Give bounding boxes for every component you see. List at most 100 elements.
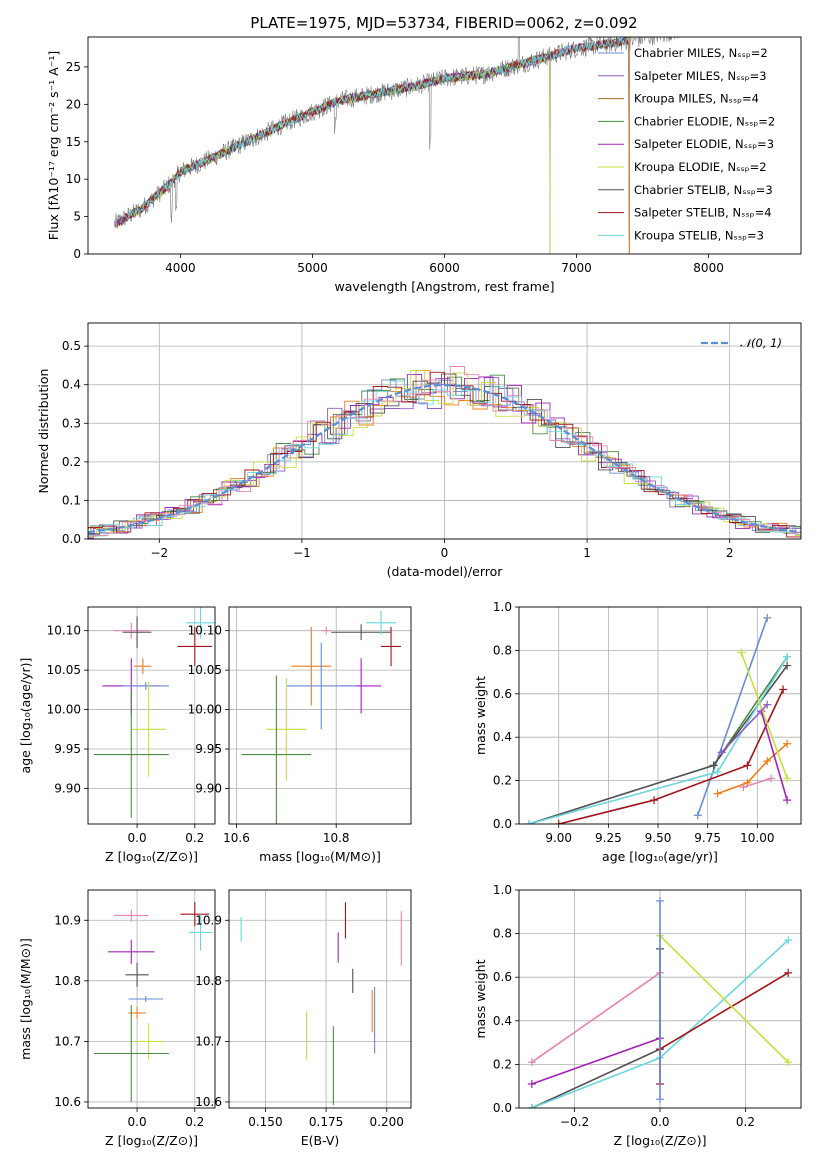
series-line xyxy=(531,1037,661,1085)
panel-8: −0.2 0.0 0.2 0.0 0.2 0.4 0.6 0.8 1.0 Z [log₁₀(Z/Z… xyxy=(473,883,802,1148)
series-marker xyxy=(784,1058,793,1067)
error-bar-point xyxy=(125,962,149,987)
x-tick-label: 0.200 xyxy=(370,1115,404,1129)
model-chabrier_elodie xyxy=(116,51,551,254)
weight-lines xyxy=(527,896,793,1108)
series-marker xyxy=(783,796,792,805)
weight-lines xyxy=(524,613,792,824)
series-marker xyxy=(779,685,788,694)
y-tick-label: 0.1 xyxy=(62,493,81,507)
y-tick-label: 10.00 xyxy=(188,703,222,717)
error-bar-point xyxy=(113,909,149,922)
series-marker xyxy=(527,1080,536,1089)
error-bar-point xyxy=(331,624,392,641)
x-axis-label: Z [log₁₀(Z/Z⊙)] xyxy=(105,849,198,864)
error-bar-point xyxy=(122,616,152,649)
y-tick-label: 0.2 xyxy=(493,774,512,788)
y-tick-label: 10.00 xyxy=(47,703,81,717)
x-tick-label: 10.6 xyxy=(223,831,250,845)
model-salpeter_miles xyxy=(114,37,630,254)
x-tick-label: 0.0 xyxy=(128,1115,147,1129)
model-kroupa_miles xyxy=(115,37,630,254)
axes-frame xyxy=(228,606,412,825)
y-axis-label: mass [log₁₀(M/M⊙)] xyxy=(18,938,33,1060)
axes-frame xyxy=(87,606,216,825)
panel-6: 0.0 0.2 10.6 10.7 10.8 10.9 Z [log₁₀(Z/Z⊙)] mas… xyxy=(18,889,216,1148)
series-line xyxy=(696,617,768,816)
x-tick-label: 0.2 xyxy=(736,1115,755,1129)
y-axis-label: mass weight xyxy=(473,676,488,755)
y-tick-label: 0.6 xyxy=(493,687,512,701)
y-tick-label: 0.4 xyxy=(493,730,512,744)
series-line xyxy=(531,948,661,1108)
spectrum-lines xyxy=(114,37,694,254)
y-tick-label: 0.4 xyxy=(62,378,81,392)
x-tick-label: 10.00 xyxy=(740,831,774,845)
y-tick-label: 9.95 xyxy=(195,742,222,756)
y-tick-label: 15 xyxy=(66,135,81,149)
error-bar-point xyxy=(128,995,164,1003)
y-tick-label: 0.2 xyxy=(493,1057,512,1071)
x-tick-label: 9.50 xyxy=(645,831,672,845)
y-tick-label: 10.6 xyxy=(195,1095,222,1109)
error-bar-point xyxy=(122,681,169,690)
x-tick-label: 0.150 xyxy=(248,1115,282,1129)
panel-5: 9.00 9.25 9.50 9.75 10.00 0.0 0.2 0.4 0.6 0.8 1.0 a… xyxy=(473,600,802,864)
series-marker xyxy=(656,896,664,905)
legend-entry: 𝒩(0, 1) xyxy=(740,336,782,350)
x-axis-label: (data-model)/error xyxy=(387,564,504,579)
y-tick-label: 0.6 xyxy=(493,970,512,984)
x-tick-label: 4000 xyxy=(165,261,196,275)
error-bar-point xyxy=(134,658,152,675)
error-bars xyxy=(93,902,213,1102)
error-bar-point xyxy=(131,681,166,777)
x-tick-label: −2 xyxy=(150,546,168,560)
series-marker xyxy=(739,783,748,792)
error-bar-point xyxy=(321,626,332,635)
x-axis-label: Z [log₁₀(Z/Z⊙)] xyxy=(614,1133,707,1148)
error-bar-point xyxy=(366,610,397,635)
legend-entry: Chabrier ELODIE, Nₛₛₚ=2 xyxy=(634,114,775,128)
series-marker xyxy=(709,761,718,770)
series-line xyxy=(721,704,768,753)
x-tick-label: 0.0 xyxy=(650,1115,669,1129)
error-bar-point xyxy=(291,626,332,706)
y-tick-label: 1.0 xyxy=(493,883,512,897)
series-line xyxy=(740,652,788,779)
x-tick-label: 0.2 xyxy=(185,1115,204,1129)
x-axis-label: wavelength [Angstrom, rest frame] xyxy=(334,279,554,294)
error-bars xyxy=(240,902,402,1105)
x-tick-label: 9.25 xyxy=(595,831,622,845)
series-line xyxy=(531,972,661,1063)
series-line xyxy=(743,777,772,788)
series-marker xyxy=(763,700,772,709)
series-line xyxy=(760,710,788,801)
histogram-chabrier_stelib xyxy=(88,373,801,535)
x-tick-label: 8000 xyxy=(693,261,724,275)
series-marker xyxy=(783,652,792,661)
y-tick-label: 0.0 xyxy=(493,817,512,831)
y-tick-label: 0.8 xyxy=(493,643,512,657)
y-tick-label: 1.0 xyxy=(493,600,512,614)
error-bars xyxy=(93,607,215,818)
y-axis-label: Flux [fλ10⁻¹⁷ erg cm⁻² s⁻¹ A⁻¹] xyxy=(46,51,61,240)
panel-2: −2 −1 0 1 2 0.0 0.1 0.2 0.3 0.4 0.5 (data-model)/er… xyxy=(36,322,802,579)
y-tick-label: 10.6 xyxy=(54,1095,81,1109)
axes-frame xyxy=(518,889,802,1109)
model-chabrier_stelib xyxy=(118,37,630,254)
error-bar-point xyxy=(189,914,213,951)
series-marker xyxy=(650,796,659,805)
histograms xyxy=(88,366,801,539)
legend-entry: Chabrier MILES, Nₛₛₚ=2 xyxy=(634,46,768,60)
error-bar-point xyxy=(108,939,155,964)
x-tick-label: 5000 xyxy=(297,261,328,275)
gaussian-curve xyxy=(88,383,801,534)
x-tick-label: 1 xyxy=(583,546,591,560)
x-tick-label: 6000 xyxy=(429,261,460,275)
y-tick-label: 10.8 xyxy=(54,974,81,988)
x-tick-label: 9.00 xyxy=(545,831,572,845)
y-tick-label: 9.95 xyxy=(54,742,81,756)
series-marker xyxy=(763,613,772,622)
series-marker xyxy=(783,774,792,783)
